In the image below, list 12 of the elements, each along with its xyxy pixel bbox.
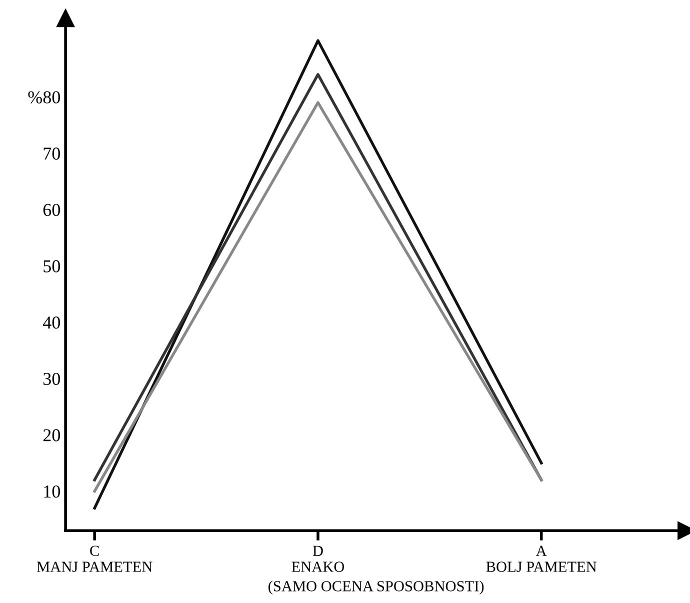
y-tick-label: 20: [43, 429, 60, 442]
y-tick-label: 40: [42, 316, 60, 329]
x-tick-label: C MANJ PAMETEN: [36, 546, 152, 572]
y-tick-label: 30: [43, 372, 60, 386]
x-axis-title: (SAMO OCENA SPOSOBNOSTI): [268, 580, 484, 594]
x-tick-label: A BOLJ PAMETEN: [486, 546, 597, 572]
y-tick-label: 50: [44, 260, 60, 272]
y-tick-label: 10: [44, 485, 60, 498]
y-tick-label: 60: [43, 204, 60, 216]
x-tick-label: D ENAKO: [292, 546, 344, 572]
y-tick-label: 70: [44, 148, 60, 160]
y-tick-label: %80: [28, 91, 60, 104]
